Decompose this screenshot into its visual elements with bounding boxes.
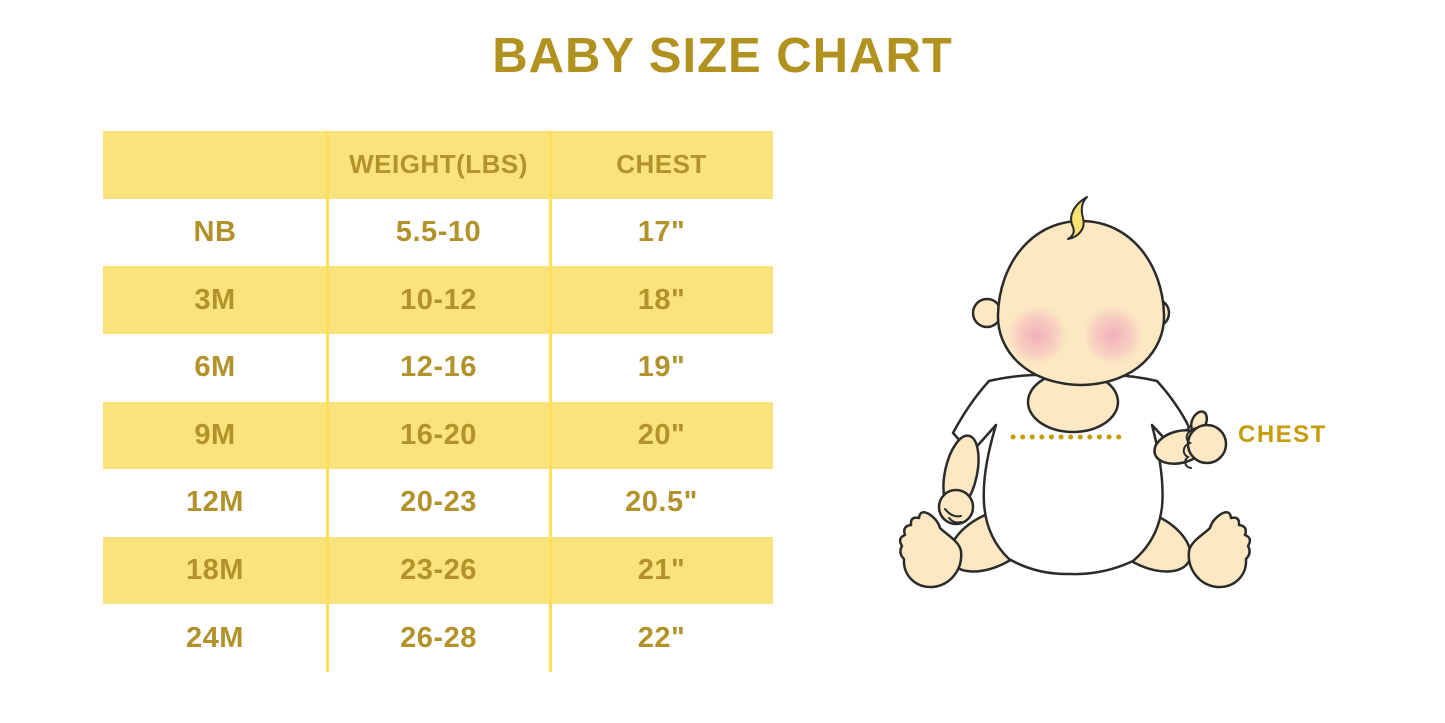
header-weight: WEIGHT(LBS) — [349, 149, 528, 180]
baby-left-cheek — [1007, 305, 1067, 365]
table-row: 3M 10-12 18" — [103, 266, 773, 334]
weight-cell: 26-28 — [400, 621, 477, 654]
baby-right-cheek — [1083, 305, 1143, 365]
chest-cell: 18" — [637, 283, 686, 316]
chest-label: CHEST — [1238, 421, 1327, 448]
table-row: 12M 20-23 20.5" — [103, 469, 773, 537]
baby-left-hand — [937, 488, 975, 526]
header-size — [103, 131, 327, 199]
size-cell: 3M — [194, 283, 236, 316]
weight-cell: 20-23 — [400, 486, 477, 519]
chest-cell: 17" — [637, 215, 686, 248]
baby-hair-curl-icon — [1067, 196, 1088, 240]
baby-right-fist — [1186, 423, 1228, 465]
weight-cell: 5.5-10 — [395, 215, 482, 248]
size-cell: 9M — [194, 418, 236, 451]
baby-right-foot — [1187, 510, 1252, 589]
baby-left-ear — [971, 297, 1003, 329]
header-chest: CHEST — [616, 149, 707, 180]
baby-left-foot — [898, 510, 963, 589]
column-separator — [548, 131, 552, 672]
size-cell: NB — [193, 215, 237, 248]
baby-fist-fingers — [1182, 427, 1197, 469]
table-row: 18M 23-26 21" — [103, 536, 773, 605]
column-separator — [325, 131, 329, 672]
table-header-row: WEIGHT(LBS) CHEST — [103, 131, 773, 199]
table-row: NB 5.5-10 17" — [103, 199, 773, 267]
chest-cell: 19" — [637, 351, 686, 384]
weight-cell: 16-20 — [400, 418, 477, 451]
table-row: 9M 16-20 20" — [103, 401, 773, 470]
size-cell: 12M — [186, 486, 244, 519]
table-row: 6M 12-16 19" — [103, 334, 773, 402]
page-title: BABY SIZE CHART — [492, 29, 953, 83]
weight-cell: 23-26 — [400, 554, 477, 587]
chest-cell: 20" — [637, 418, 686, 451]
baby-illustration — [898, 196, 1252, 589]
weight-cell: 10-12 — [400, 283, 477, 316]
size-cell: 24M — [186, 621, 244, 654]
table-row: 24M 26-28 22" — [103, 604, 773, 672]
size-cell: 18M — [186, 554, 244, 587]
baby-left-fingers — [944, 508, 962, 524]
chest-cell: 22" — [637, 621, 686, 654]
size-chart-table: WEIGHT(LBS) CHEST NB 5.5-10 17" 3M 10-12… — [103, 131, 773, 672]
weight-cell: 12-16 — [400, 351, 477, 384]
chest-cell: 21" — [637, 554, 686, 587]
size-cell: 6M — [194, 351, 236, 384]
chest-cell: 20.5" — [625, 486, 698, 519]
